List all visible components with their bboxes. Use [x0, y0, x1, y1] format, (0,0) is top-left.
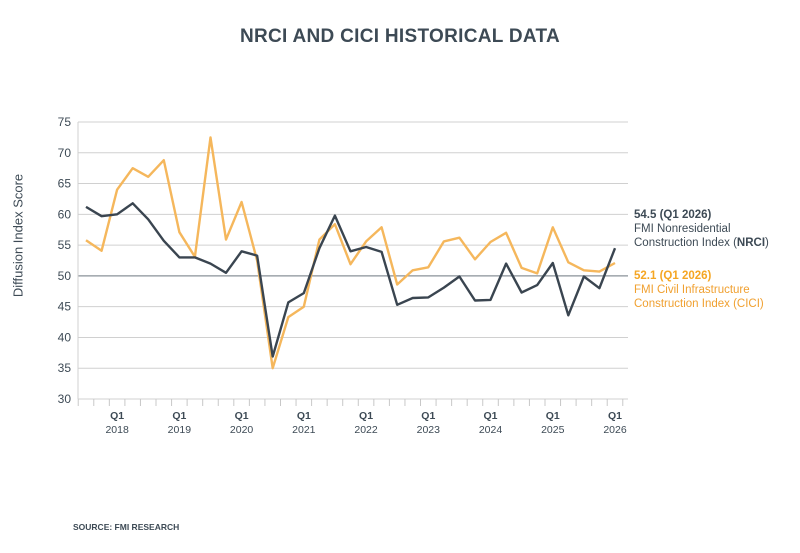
y-tick-label: 35 — [58, 361, 72, 375]
y-tick-label: 55 — [58, 238, 72, 252]
chart-title: NRCI AND CICI HISTORICAL DATA — [239, 26, 561, 47]
x-tick-year: 2024 — [479, 424, 503, 436]
x-tick-year: 2025 — [541, 424, 565, 436]
x-tick-year: 2023 — [417, 424, 441, 436]
x-tick-quarter: Q1 — [110, 410, 124, 422]
x-tick-quarter: Q1 — [608, 410, 622, 422]
nrci-label-line1: FMI Nonresidential — [634, 223, 731, 235]
y-tick-label: 40 — [58, 330, 72, 344]
cici-annotation: 52.1 (Q1 2026) FMI Civil Infrastructure … — [634, 269, 764, 311]
x-tick-year: 2021 — [292, 424, 316, 436]
y-tick-label: 70 — [58, 146, 72, 160]
x-tick-quarter: Q1 — [421, 410, 435, 422]
x-tick-year: 2020 — [230, 424, 254, 436]
nrci-line — [85, 202, 617, 358]
y-tick-label: 45 — [58, 300, 72, 314]
nrci-label-close: ) — [765, 237, 769, 249]
x-tick-year: 2022 — [354, 424, 378, 436]
y-tick-label: 75 — [58, 115, 72, 129]
y-tick-label: 50 — [58, 269, 72, 283]
x-tick-quarter: Q1 — [484, 410, 498, 422]
cici-label-line2: Construction Index (CICI) — [634, 298, 764, 310]
x-tick-year: 2026 — [603, 424, 627, 436]
cici-latest-value: 52.1 (Q1 2026) — [634, 270, 712, 282]
nrci-annotation: 54.5 (Q1 2026) FMI Nonresidential Constr… — [634, 208, 769, 250]
x-tick-quarter: Q1 — [359, 410, 373, 422]
y-tick-label: 60 — [58, 207, 72, 221]
y-tick-label: 65 — [58, 177, 72, 191]
x-tick-quarter: Q1 — [172, 410, 186, 422]
source-note: SOURCE: FMI RESEARCH — [73, 522, 180, 532]
y-tick-label: 30 — [58, 392, 72, 406]
x-tick-quarter: Q1 — [297, 410, 311, 422]
nrci-latest-value: 54.5 (Q1 2026) — [634, 209, 712, 221]
nrci-label-line2: Construction Index ( — [634, 237, 737, 249]
x-tick-quarter: Q1 — [546, 410, 560, 422]
cici-label-line1: FMI Civil Infrastructure — [634, 284, 750, 296]
nrci-abbrev: NRCI — [736, 237, 766, 249]
x-tick-quarter: Q1 — [235, 410, 249, 422]
x-tick-year: 2019 — [168, 424, 192, 436]
x-tick-year: 2018 — [105, 424, 129, 436]
cici-line — [85, 136, 616, 370]
